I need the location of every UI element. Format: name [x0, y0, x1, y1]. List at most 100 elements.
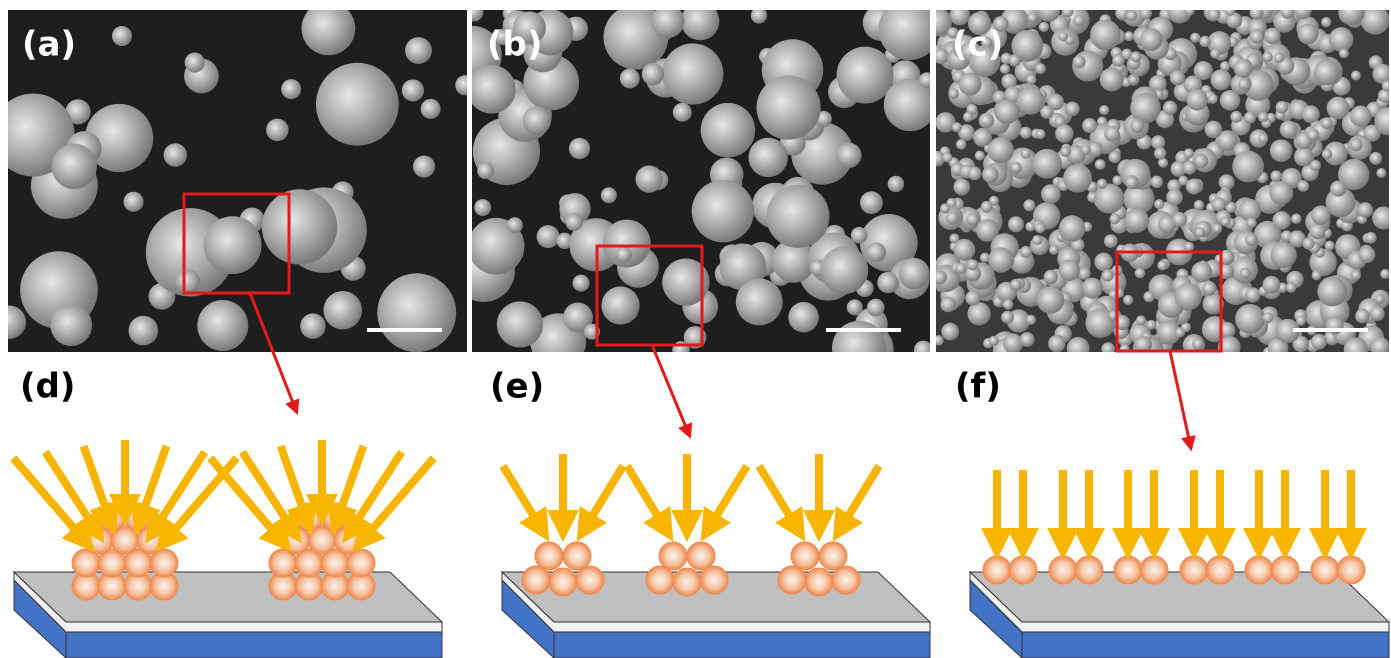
sem-particle [1322, 149, 1332, 159]
sem-particle [262, 189, 337, 264]
sem-particle [1163, 101, 1177, 115]
sem-particle [950, 5, 970, 25]
sem-particle [1157, 260, 1167, 270]
sem-particle [879, 0, 941, 60]
sem-particle [1059, 260, 1080, 281]
sem-particle [949, 88, 959, 98]
sem-particle [405, 37, 432, 64]
sem-particle [1309, 223, 1325, 239]
sem-particle [953, 179, 970, 196]
sem-particle [1194, 200, 1204, 210]
sem-particle [1302, 238, 1314, 250]
sem-particle [316, 63, 399, 146]
sem-particle [1125, 175, 1139, 189]
sem-particle [1317, 277, 1347, 307]
sem-particle [1044, 270, 1058, 284]
light-arrow [585, 466, 623, 528]
sem-particle [1035, 129, 1045, 139]
sem-particle [1183, 161, 1197, 175]
sem-particle [1238, 78, 1250, 90]
sem-particle [1212, 223, 1222, 233]
sem-particle [1151, 176, 1163, 188]
sem-particle [940, 297, 956, 313]
sem-particle [413, 156, 435, 178]
sem-particle [1185, 6, 1195, 16]
sem-particle [129, 316, 159, 346]
sem-particle [1258, 133, 1268, 143]
sem-particle [1307, 129, 1319, 141]
sem-particle [1380, 269, 1390, 279]
sem-particle [847, 299, 863, 315]
sem-particle [185, 52, 205, 72]
nanoparticle [687, 542, 715, 570]
sem-particle [1017, 87, 1045, 115]
sem-particle [1263, 312, 1274, 323]
sem-particle [467, 65, 516, 114]
nanoparticle [1075, 556, 1103, 584]
sem-particle [565, 213, 583, 231]
sem-particle [933, 270, 947, 284]
sem-particle [1263, 52, 1273, 62]
sem-particle [1376, 168, 1386, 178]
nanoparticle [673, 568, 701, 596]
sem-particle [1329, 27, 1353, 51]
sem-particle [973, 128, 992, 147]
sem-particle [197, 300, 248, 351]
sem-particle [1123, 295, 1133, 305]
sem-particle [1026, 315, 1036, 325]
sem-particle [1172, 212, 1187, 227]
sem-particle [1073, 15, 1085, 27]
sem-particle [1202, 281, 1217, 296]
sem-particle [474, 199, 491, 216]
sem-particle [1220, 217, 1230, 227]
light-arrow [337, 446, 363, 520]
sem-particle [1344, 337, 1369, 362]
sem-particle [1020, 332, 1035, 347]
sem-particle [1351, 270, 1361, 280]
sem-particle [1109, 151, 1121, 163]
sem-particle [955, 263, 966, 274]
sem-particle [898, 258, 929, 289]
sem-particle [601, 187, 617, 203]
sem-particle [1232, 151, 1264, 183]
sem-particle [956, 139, 966, 149]
sem-particle [1097, 179, 1107, 189]
substrate-front [1022, 632, 1389, 658]
light-arrow [281, 446, 307, 520]
sem-particle [1311, 334, 1327, 350]
sem-particle [1369, 152, 1382, 165]
nanoparticle [778, 566, 806, 594]
sem-particle [1055, 124, 1074, 143]
sem-particle [1008, 54, 1020, 66]
sem-particle [1003, 299, 1013, 309]
sem-particle [1339, 48, 1349, 58]
sem-particle [477, 162, 494, 179]
sem-particle [1049, 245, 1059, 255]
sem-particle [1065, 102, 1080, 117]
sem-particle [952, 122, 962, 132]
sem-particle [204, 216, 262, 274]
sem-particle [1140, 7, 1152, 19]
sem-particle [1212, 197, 1226, 211]
sem-particle [1210, 49, 1220, 59]
sem-particle [1120, 344, 1130, 354]
sem-particle [967, 259, 978, 270]
sem-particle [959, 73, 982, 96]
sem-particle [1037, 286, 1064, 313]
connector-arrow [1170, 351, 1190, 444]
sem-particle [1244, 111, 1256, 123]
nanoparticle [700, 566, 728, 594]
sem-particle [1281, 5, 1294, 18]
sem-particle [50, 304, 92, 346]
sem-particle [1166, 189, 1183, 206]
sem-particle [1225, 6, 1235, 16]
sem-particle [1128, 75, 1138, 85]
sem-particle [1246, 218, 1256, 228]
sem-particle [967, 302, 990, 325]
sem-particle [123, 192, 143, 212]
sem-particle [1136, 315, 1146, 325]
panel-label: (e) [490, 367, 544, 407]
sem-particle [1151, 135, 1165, 149]
sem-particle [888, 176, 904, 192]
sem-particle [1130, 119, 1144, 133]
